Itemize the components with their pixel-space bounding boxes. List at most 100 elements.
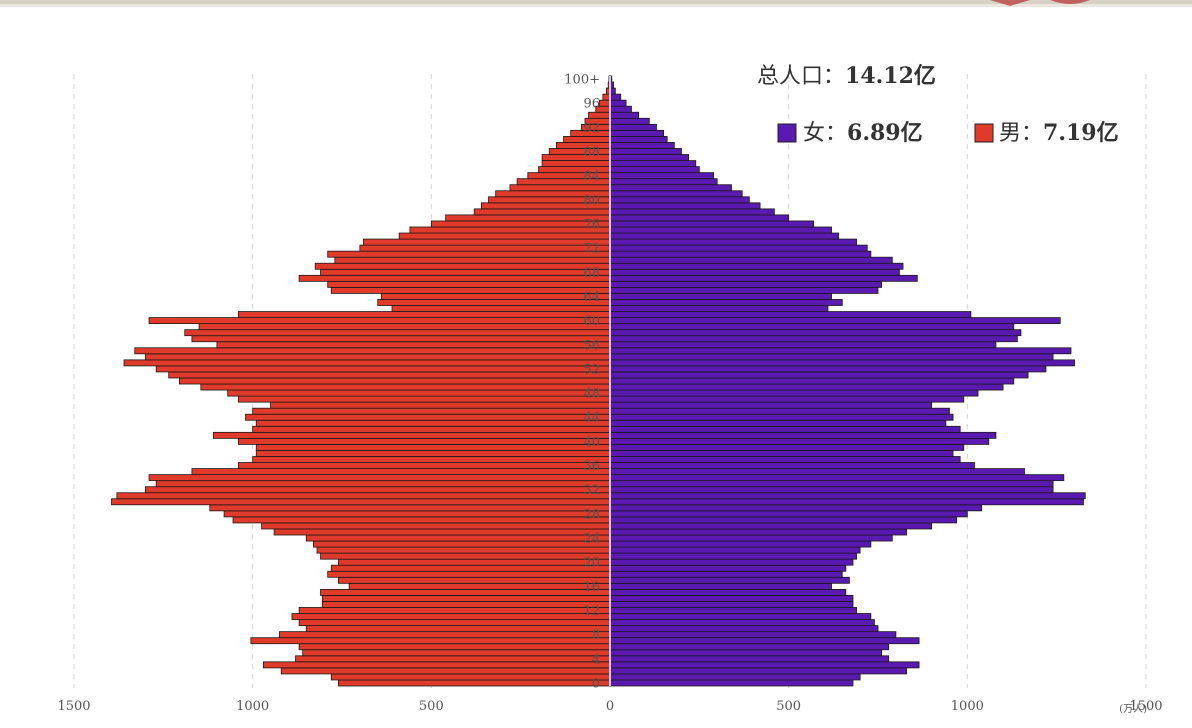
bar-female-age-32	[609, 486, 1054, 494]
x-tick-label: 1000	[951, 699, 984, 714]
bar-male-age-63	[377, 299, 611, 306]
bar-female-age-22	[609, 546, 861, 554]
age-tick-label: 48	[583, 387, 600, 402]
bar-male-age-4	[295, 655, 611, 663]
bar-female-age-47	[609, 395, 965, 403]
bar-female-age-93	[609, 117, 650, 125]
bar-female-age-95	[609, 105, 632, 113]
bar-female-age-90	[609, 135, 668, 143]
bar-female-age-23	[609, 540, 872, 548]
bar-male-age-44	[245, 413, 611, 421]
bar-male-age-78	[473, 208, 611, 216]
bar-male-age-55	[134, 347, 611, 355]
bar-female-age-67	[609, 274, 918, 282]
bar-male-age-60	[148, 317, 611, 325]
bar-male-age-74	[398, 232, 611, 240]
bar-female-age-33	[609, 480, 1054, 488]
bar-male-age-37	[252, 456, 611, 463]
bar-female-age-5	[609, 649, 882, 657]
age-tick-label: 16	[583, 580, 600, 595]
bar-male-age-25	[273, 528, 611, 536]
legend-swatch-female	[777, 123, 797, 143]
x-tick-label: 500	[419, 699, 444, 714]
age-tick-label: 36	[583, 459, 600, 474]
total-value: 14.12亿	[845, 63, 936, 89]
bar-female-age-45	[609, 407, 950, 415]
bar-female-age-0	[609, 679, 854, 687]
bar-female-age-79	[609, 202, 761, 210]
bar-male-age-7	[250, 637, 611, 645]
bar-female-age-65	[609, 286, 879, 294]
bar-male-age-45	[252, 407, 611, 415]
bar-male-age-71	[327, 250, 611, 258]
bar-female-age-73	[609, 238, 857, 246]
bar-female-age-83	[609, 178, 718, 186]
x-tick-label: 1500	[1129, 699, 1162, 714]
age-tick-label: 40	[583, 435, 600, 450]
bar-male-age-43	[255, 419, 611, 427]
bar-female-age-92	[609, 123, 657, 131]
bar-male-age-34	[148, 474, 611, 482]
bar-male-age-18	[327, 570, 611, 578]
bar-female-age-14	[609, 595, 854, 602]
bar-male-age-62	[391, 305, 611, 312]
bar-female-age-51	[609, 371, 1029, 379]
bar-female-age-78	[609, 208, 775, 216]
bar-female-age-89	[609, 142, 675, 149]
bar-female-age-36	[609, 462, 975, 469]
age-tick-label: 72	[583, 242, 600, 257]
bar-female-age-70	[609, 256, 893, 264]
age-tick-label: 88	[583, 145, 600, 160]
legend-value-female: 6.89亿	[847, 120, 923, 146]
bar-female-age-29	[609, 504, 983, 512]
bar-female-age-37	[609, 456, 961, 463]
legend-item-male[interactable]: 男：7.19亿	[974, 120, 1119, 146]
legend-item-female[interactable]: 女：6.89亿	[777, 120, 923, 146]
bar-female-age-39	[609, 444, 965, 451]
bar-female-age-26	[609, 522, 933, 530]
bar-female-age-19	[609, 564, 847, 572]
bar-female-age-15	[609, 588, 847, 596]
bar-female-age-31	[609, 492, 1086, 500]
bar-male-age-32	[145, 486, 611, 494]
bar-female-age-42	[609, 425, 961, 433]
bar-female-age-56	[609, 341, 997, 349]
bar-male-age-52	[155, 365, 611, 373]
bar-female-age-76	[609, 220, 815, 228]
age-tick-label: 84	[583, 169, 600, 184]
bar-female-age-59	[609, 323, 1015, 331]
bar-female-age-2	[609, 667, 907, 675]
bar-male-age-47	[237, 395, 611, 403]
age-tick-label: 64	[583, 290, 600, 305]
bar-male-age-23	[313, 540, 611, 548]
bar-male-age-16	[348, 582, 611, 590]
bar-male-age-12	[298, 607, 611, 614]
bar-female-age-1	[609, 673, 861, 681]
bar-female-age-68	[609, 268, 900, 276]
bar-female-age-60	[609, 317, 1061, 325]
bar-male-age-38	[255, 450, 611, 457]
bar-female-age-75	[609, 226, 832, 234]
bar-male-age-3	[262, 661, 611, 669]
age-tick-label: 68	[583, 266, 600, 281]
x-tick-label: 0	[606, 699, 614, 714]
bar-male-age-5	[302, 649, 611, 657]
bar-male-age-14	[321, 595, 611, 602]
bar-male-age-51	[168, 371, 611, 379]
bar-male-age-39	[255, 444, 611, 451]
bar-male-age-90	[563, 135, 611, 143]
bar-female-age-46	[609, 401, 933, 409]
bar-male-age-41	[212, 431, 611, 439]
bar-male-age-65	[330, 286, 611, 294]
bar-female-age-53	[609, 359, 1075, 367]
total-population: 总人口：14.12亿	[757, 63, 936, 89]
bar-female-age-3	[609, 661, 920, 669]
bar-female-age-72	[609, 244, 868, 252]
bar-female-age-85	[609, 166, 700, 174]
bar-female-age-87	[609, 154, 690, 161]
top-decoration-strip	[0, 0, 1192, 7]
bar-male-age-58	[184, 329, 611, 337]
bar-female-age-64	[609, 293, 832, 300]
age-tick-label: 8	[592, 628, 600, 643]
bar-male-age-42	[252, 425, 611, 433]
